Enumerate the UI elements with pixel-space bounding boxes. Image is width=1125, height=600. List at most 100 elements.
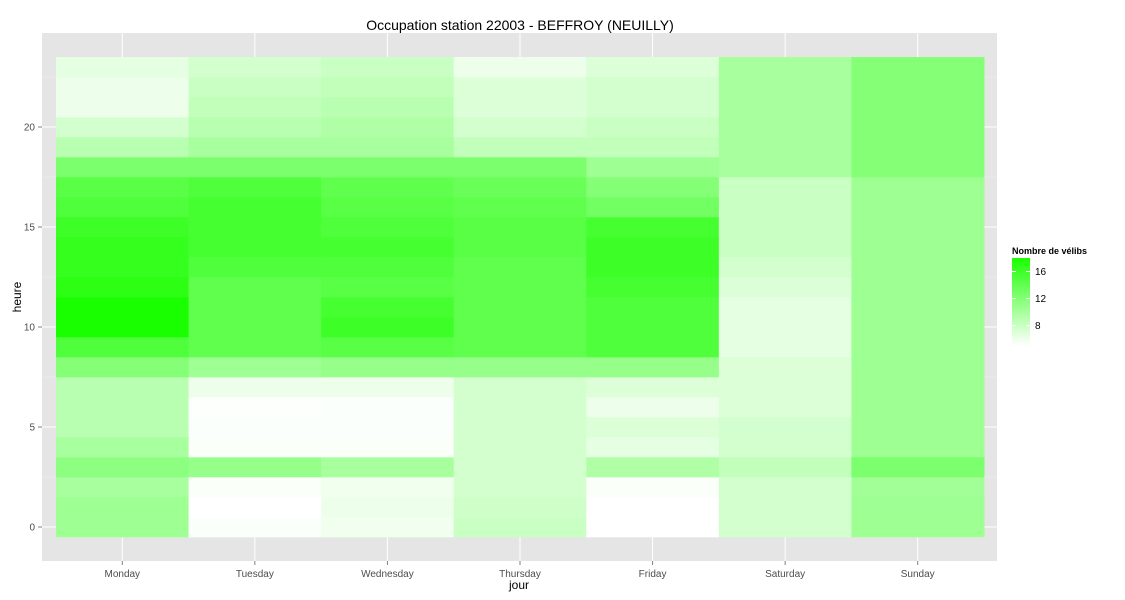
heatmap-cell-friday-2 xyxy=(586,477,720,498)
heatmap-cell-thursday-10 xyxy=(453,317,587,338)
x-axis: Monday Tuesday Wednesday Thursday Friday Satu… xyxy=(104,561,935,580)
heatmap-cell-friday-13 xyxy=(586,257,720,278)
x-tick-label-saturday: Saturday xyxy=(765,569,805,580)
heatmap-cell-thursday-19 xyxy=(453,137,587,158)
heatmap-cell-sunday-9 xyxy=(851,337,985,358)
heatmap-cell-tuesday-2 xyxy=(188,477,322,498)
heatmap-cell-wednesday-10 xyxy=(321,317,455,338)
y-tick-label-0: 0 xyxy=(29,523,35,534)
heatmap-cell-saturday-20 xyxy=(718,117,852,138)
heatmap-cell-saturday-4 xyxy=(718,437,852,458)
heatmap-cell-wednesday-17 xyxy=(321,177,455,198)
heatmap-cell-thursday-0 xyxy=(453,517,587,538)
heatmap-cell-thursday-22 xyxy=(453,77,587,98)
heatmap-cell-saturday-2 xyxy=(718,477,852,498)
heatmap-cell-tuesday-16 xyxy=(188,197,322,218)
heatmap-cell-thursday-2 xyxy=(453,477,587,498)
heatmap-cell-thursday-1 xyxy=(453,497,587,518)
heatmap-cell-saturday-13 xyxy=(718,257,852,278)
y-tick-label-5: 5 xyxy=(29,423,35,434)
heatmap-cell-wednesday-21 xyxy=(321,97,455,118)
heatmap-cell-monday-10 xyxy=(56,317,190,338)
heatmap-cell-wednesday-18 xyxy=(321,157,455,178)
heatmap-cell-tuesday-14 xyxy=(188,237,322,258)
heatmap-cell-tuesday-4 xyxy=(188,437,322,458)
heatmap-cell-thursday-3 xyxy=(453,457,587,478)
heatmap-cell-tuesday-17 xyxy=(188,177,322,198)
heatmap-cell-sunday-0 xyxy=(851,517,985,538)
heatmap-cell-monday-16 xyxy=(56,197,190,218)
heatmap-cell-thursday-13 xyxy=(453,257,587,278)
heatmap-cell-wednesday-8 xyxy=(321,357,455,378)
heatmap-cell-saturday-12 xyxy=(718,277,852,298)
heatmap-cell-monday-19 xyxy=(56,137,190,158)
y-axis-title: heure xyxy=(10,281,24,312)
heatmap-cell-tuesday-9 xyxy=(188,337,322,358)
heatmap-cell-wednesday-22 xyxy=(321,77,455,98)
legend: Nombre de vélibs 8 12 16 xyxy=(1012,246,1087,346)
heatmap-cell-wednesday-7 xyxy=(321,377,455,398)
heatmap-cell-wednesday-5 xyxy=(321,417,455,438)
heatmap-cell-saturday-0 xyxy=(718,517,852,538)
legend-tick-label-16: 16 xyxy=(1035,267,1047,278)
heatmap-cell-thursday-12 xyxy=(453,277,587,298)
heatmap-cell-thursday-18 xyxy=(453,157,587,178)
heatmap-cell-thursday-5 xyxy=(453,417,587,438)
heatmap-cell-friday-1 xyxy=(586,497,720,518)
heatmap-cell-thursday-21 xyxy=(453,97,587,118)
heatmap-cell-sunday-5 xyxy=(851,417,985,438)
heatmap-cell-saturday-11 xyxy=(718,297,852,318)
heatmap-cell-friday-6 xyxy=(586,397,720,418)
heatmap-cell-saturday-6 xyxy=(718,397,852,418)
heatmap-cell-wednesday-6 xyxy=(321,397,455,418)
heatmap-cell-monday-12 xyxy=(56,277,190,298)
heatmap-cell-monday-9 xyxy=(56,337,190,358)
x-tick-label-thursday: Thursday xyxy=(499,569,541,580)
heatmap-cell-sunday-17 xyxy=(851,177,985,198)
heatmap-cell-thursday-20 xyxy=(453,117,587,138)
heatmap-cell-thursday-7 xyxy=(453,377,587,398)
heatmap-cell-sunday-4 xyxy=(851,437,985,458)
heatmap-cell-monday-17 xyxy=(56,177,190,198)
heatmap-cell-tuesday-0 xyxy=(188,517,322,538)
heatmap-cell-friday-14 xyxy=(586,237,720,258)
heatmap-cell-tuesday-19 xyxy=(188,137,322,158)
x-tick-label-monday: Monday xyxy=(104,569,140,580)
heatmap-cell-tuesday-6 xyxy=(188,397,322,418)
heatmap-cell-thursday-6 xyxy=(453,397,587,418)
heatmap-cell-friday-16 xyxy=(586,197,720,218)
heatmap-cell-saturday-23 xyxy=(718,57,852,78)
x-tick-label-friday: Friday xyxy=(639,569,667,580)
heatmap-cell-thursday-23 xyxy=(453,57,587,78)
heatmap-cell-tuesday-13 xyxy=(188,257,322,278)
legend-tick-label-12: 12 xyxy=(1035,294,1047,305)
heatmap-cell-tuesday-18 xyxy=(188,157,322,178)
heatmap-cell-friday-19 xyxy=(586,137,720,158)
heatmap-cell-monday-2 xyxy=(56,477,190,498)
heatmap-cell-monday-15 xyxy=(56,217,190,238)
heatmap-cell-friday-15 xyxy=(586,217,720,238)
x-axis-title: jour xyxy=(508,578,529,592)
heatmap-cell-monday-1 xyxy=(56,497,190,518)
heatmap-cell-monday-14 xyxy=(56,237,190,258)
heatmap-cell-saturday-15 xyxy=(718,217,852,238)
y-tick-label-20: 20 xyxy=(24,123,36,134)
legend-title: Nombre de vélibs xyxy=(1012,246,1087,256)
heatmap-cell-friday-22 xyxy=(586,77,720,98)
heatmap-cell-tuesday-5 xyxy=(188,417,322,438)
chart-title: Occupation station 22003 - BEFFROY (NEUI… xyxy=(366,17,674,33)
heatmap-cell-monday-21 xyxy=(56,97,190,118)
heatmap-cell-tuesday-12 xyxy=(188,277,322,298)
heatmap-cell-monday-3 xyxy=(56,457,190,478)
heatmap-cell-sunday-12 xyxy=(851,277,985,298)
heatmap-cell-friday-3 xyxy=(586,457,720,478)
heatmap-cell-tuesday-23 xyxy=(188,57,322,78)
heatmap-cell-tuesday-20 xyxy=(188,117,322,138)
heatmap-cell-friday-4 xyxy=(586,437,720,458)
heatmap-cell-saturday-3 xyxy=(718,457,852,478)
heatmap-cell-thursday-9 xyxy=(453,337,587,358)
heatmap-cell-friday-9 xyxy=(586,337,720,358)
heatmap-cell-monday-8 xyxy=(56,357,190,378)
heatmap-cell-tuesday-15 xyxy=(188,217,322,238)
heatmap-cell-friday-21 xyxy=(586,97,720,118)
